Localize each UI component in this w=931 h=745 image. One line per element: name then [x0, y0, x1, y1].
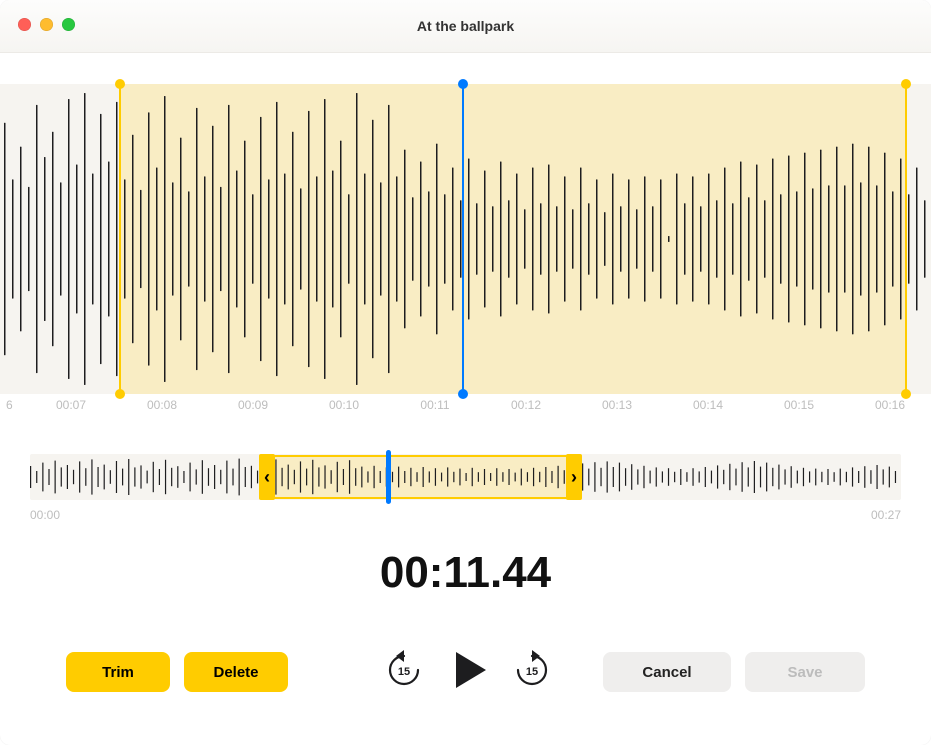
- svg-text:15: 15: [398, 666, 410, 678]
- overview-playhead[interactable]: [386, 450, 391, 504]
- overview-end-time: 00:27: [871, 508, 901, 522]
- overview-start-time: 00:00: [30, 508, 60, 522]
- title-bar: At the ballpark: [0, 0, 931, 53]
- save-button: Save: [745, 652, 865, 692]
- playhead-top-dot[interactable]: [458, 79, 468, 89]
- svg-text:15: 15: [526, 666, 538, 678]
- main-waveform[interactable]: [0, 84, 931, 394]
- trim-button[interactable]: Trim: [66, 652, 170, 692]
- play-button[interactable]: [444, 646, 492, 694]
- window-title: At the ballpark: [0, 0, 931, 52]
- trim-start-handle-bottom-dot[interactable]: [115, 389, 125, 399]
- timecode-value: 00:11.44: [380, 548, 551, 597]
- overview-waveform[interactable]: ‹ ›: [30, 454, 901, 500]
- overview-selection-border: [259, 455, 582, 499]
- forward-15-button[interactable]: 15: [512, 650, 552, 690]
- waveform-bars: [0, 84, 931, 394]
- trim-end-handle[interactable]: [905, 84, 907, 394]
- trim-end-handle-top-dot[interactable]: [901, 79, 911, 89]
- overview-trim-left-handle[interactable]: ‹: [259, 454, 275, 500]
- playhead-bottom-dot[interactable]: [458, 389, 468, 399]
- playhead[interactable]: [462, 84, 464, 394]
- current-timecode: 00:11.44: [0, 548, 931, 598]
- controls-bar: Trim Delete 15 15 Cancel Save: [0, 648, 931, 696]
- rewind-15-button[interactable]: 15: [384, 650, 424, 690]
- cancel-button[interactable]: Cancel: [603, 652, 731, 692]
- window-root: At the ballpark 600:0700:0800:0900:1000:…: [0, 0, 931, 745]
- trim-start-handle-top-dot[interactable]: [115, 79, 125, 89]
- trim-start-handle[interactable]: [119, 84, 121, 394]
- overview-trim-right-handle[interactable]: ›: [566, 454, 582, 500]
- delete-button[interactable]: Delete: [184, 652, 288, 692]
